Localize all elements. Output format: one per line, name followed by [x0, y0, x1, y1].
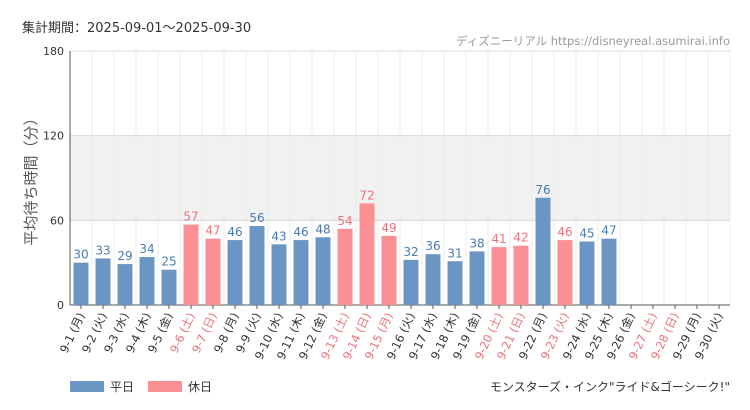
legend-holiday-swatch [148, 381, 183, 392]
data-label: 46 [557, 225, 572, 239]
data-label: 33 [95, 243, 110, 257]
bar [601, 238, 617, 305]
bar [249, 225, 265, 305]
bar [293, 240, 309, 305]
data-label: 57 [183, 210, 198, 224]
data-label: 32 [403, 245, 418, 259]
bar [469, 251, 485, 305]
legend-weekday-swatch [70, 381, 104, 392]
data-label: 41 [491, 232, 506, 246]
data-label: 43 [271, 229, 286, 243]
bar [271, 244, 287, 305]
bar [381, 235, 397, 305]
data-label: 38 [469, 236, 484, 250]
bar [579, 241, 595, 305]
chart-legend: 平日 休日 [70, 378, 226, 395]
legend-holiday-label: 休日 [188, 380, 213, 394]
data-label: 46 [293, 225, 308, 239]
source-credit: ディズニーリアル https://disneyreal.asumirai.inf… [456, 34, 730, 48]
bar [403, 259, 419, 305]
data-label: 42 [513, 231, 528, 245]
bar [513, 245, 529, 305]
bar [95, 258, 111, 305]
bar [117, 264, 133, 305]
bar [205, 238, 221, 305]
data-label: 54 [337, 214, 352, 228]
bar [227, 240, 243, 305]
data-label: 31 [447, 246, 462, 260]
y-tick-label: 60 [50, 214, 64, 227]
data-label: 36 [425, 239, 440, 253]
data-label: 72 [359, 188, 374, 202]
y-tick-label: 0 [57, 299, 64, 312]
bar [315, 237, 331, 305]
bar [425, 254, 441, 305]
y-tick-label: 120 [43, 130, 64, 143]
legend-weekday: 平日 [70, 378, 134, 395]
bar [535, 197, 551, 305]
data-label: 47 [205, 224, 220, 238]
data-label: 29 [117, 249, 132, 263]
bar [359, 203, 375, 305]
data-label: 48 [315, 222, 330, 236]
data-label: 25 [161, 255, 176, 269]
y-axis-title: 平均待ち時間（分） [22, 110, 40, 245]
data-label: 45 [579, 227, 594, 241]
bar [73, 262, 89, 305]
data-label: 76 [535, 183, 550, 197]
data-label: 49 [381, 221, 396, 235]
legend-weekday-label: 平日 [110, 380, 135, 394]
bar [139, 257, 155, 305]
data-label: 47 [601, 224, 616, 238]
data-label: 46 [227, 225, 242, 239]
bar [447, 261, 463, 305]
bar [183, 224, 199, 305]
y-tick-label: 180 [43, 45, 64, 58]
data-label: 34 [139, 242, 154, 256]
bar [337, 228, 353, 305]
bar [557, 240, 573, 305]
period-label: 集計期間：2025-09-01～2025-09-30 [22, 21, 252, 36]
legend-holiday: 休日 [148, 378, 212, 395]
data-label: 30 [73, 248, 88, 262]
data-label: 56 [249, 211, 264, 225]
bar [161, 269, 177, 305]
bar [491, 247, 507, 305]
attraction-name: モンスターズ・インク"ライド&ゴーシーク!" [489, 380, 730, 394]
